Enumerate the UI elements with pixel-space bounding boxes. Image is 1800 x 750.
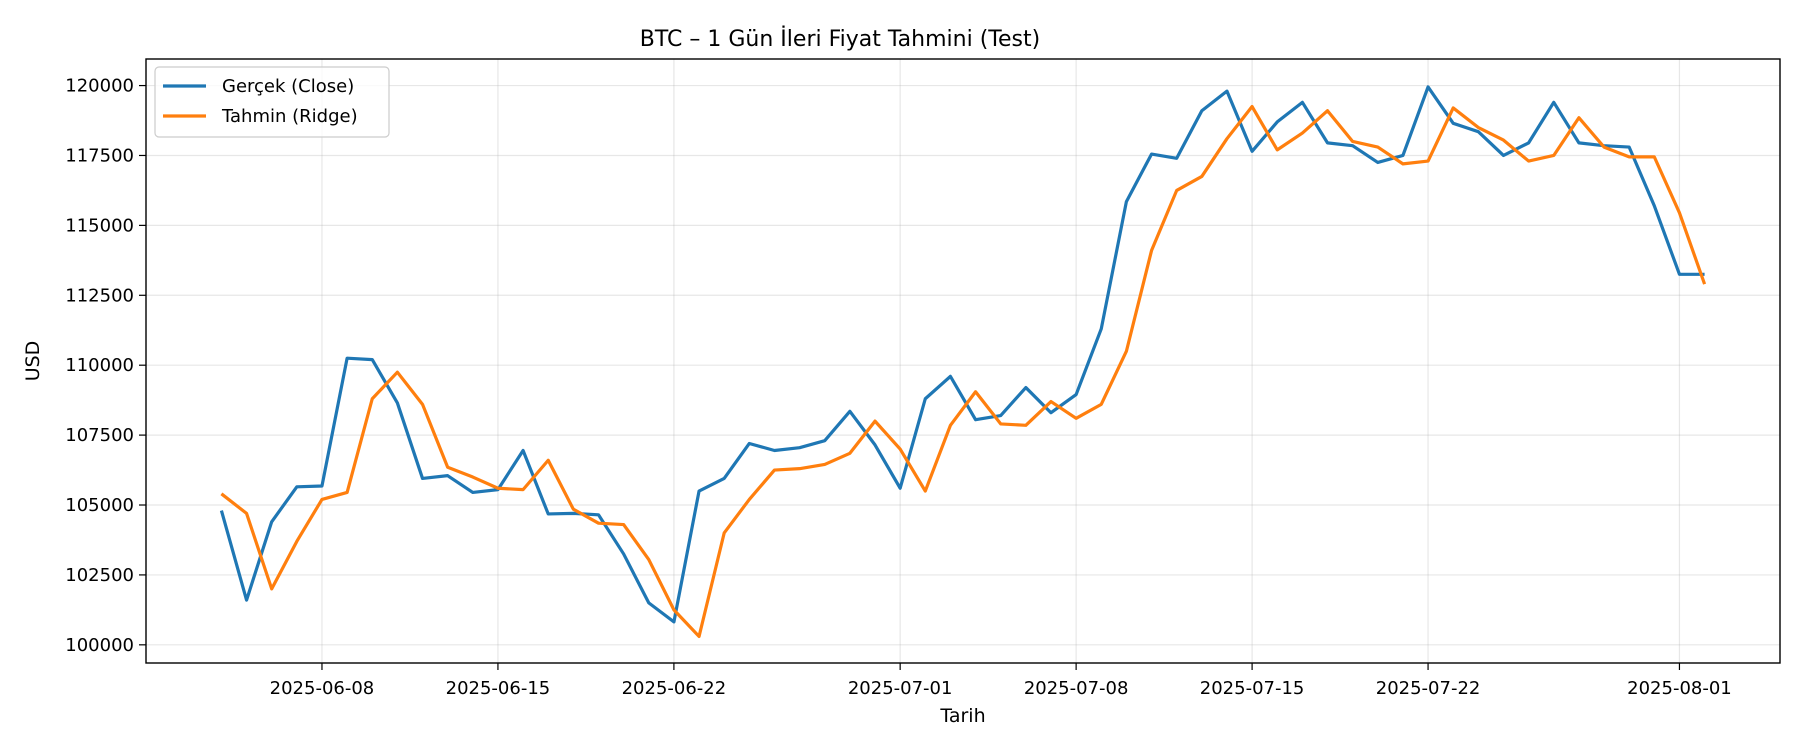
y-tick-label: 110000 [65,355,134,376]
series-layer [219,85,1707,639]
series-line-prediction [220,104,1707,639]
legend: Gerçek (Close) Tahmin (Ridge) [154,66,390,138]
x-tick-label: 2025-07-22 [1376,678,1481,699]
chart-title: BTC – 1 Gün İleri Fiyat Tahmini (Test) [640,26,1040,52]
x-tick-label: 2025-08-01 [1627,678,1732,699]
y-tick-label: 107500 [65,425,134,446]
legend-label-actual: Gerçek (Close) [222,76,354,97]
plot-frame [145,58,1781,664]
x-tick-label: 2025-06-08 [270,678,375,699]
grid-layer [146,59,1780,663]
y-axis-title: USD [22,341,44,382]
x-tick-label: 2025-07-08 [1024,678,1129,699]
legend-box [154,66,390,138]
legend-label-prediction: Tahmin (Ridge) [221,106,358,127]
y-tick-label: 120000 [65,76,134,97]
x-axis-title: Tarih [939,705,985,727]
y-tick-label: 105000 [65,495,134,516]
y-tick-label: 102500 [65,565,134,586]
x-tick-label: 2025-07-01 [848,678,953,699]
x-tick-label: 2025-07-15 [1200,678,1305,699]
x-tick-label: 2025-06-15 [446,678,551,699]
ticks-layer: 100000 102500 105000 107500 110000 112500 1150… [65,76,1731,699]
y-tick-label: 115000 [65,215,134,236]
y-tick-label: 112500 [65,285,134,306]
x-tick-label: 2025-06-22 [622,678,727,699]
y-tick-label: 117500 [65,145,134,166]
y-tick-label: 100000 [65,635,134,656]
series-line-actual [219,85,1705,624]
